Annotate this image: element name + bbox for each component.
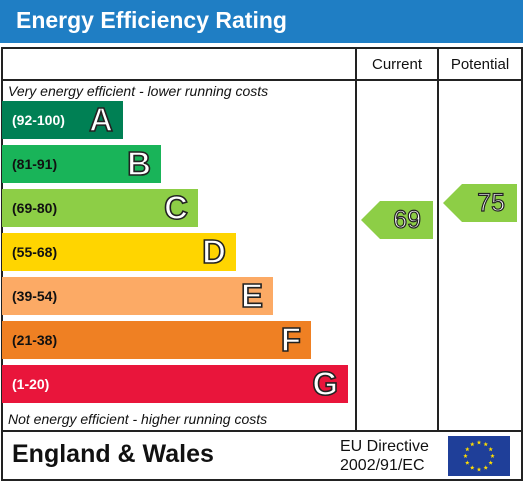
rating-band-d: (55-68) D (2, 233, 236, 271)
potential-rating-arrow: 75 (443, 184, 517, 222)
band-range-label: (1-20) (12, 376, 50, 392)
potential-rating-arrow-polygon (443, 184, 517, 222)
flag-star-icon (476, 440, 482, 445)
title-bar: Energy Efficiency Rating (0, 0, 523, 43)
band-range-label: (81-91) (12, 156, 58, 172)
current-rating-arrow-shape (361, 201, 433, 239)
flag-star-icon (463, 453, 468, 458)
flag-star-icon (469, 465, 475, 470)
potential-rating-arrow-shape (443, 184, 517, 222)
eu-flag-icon (448, 436, 510, 476)
eu-flag-svg (463, 440, 495, 472)
header-row-divider (1, 79, 521, 81)
flag-star-icon (488, 446, 493, 452)
band-range-label: (92-100) (12, 112, 65, 128)
note-bottom: Not energy efficient - higher running co… (8, 411, 268, 427)
band-letter: G (312, 365, 339, 403)
current-rating-arrow-value: 69 (393, 205, 422, 234)
potential-rating-arrow-value: 75 (477, 188, 506, 217)
eu-directive-line1: EU Directive (340, 438, 429, 455)
column-header-current: Current (371, 56, 423, 73)
rating-band-a: (92-100) A (2, 101, 123, 139)
current-rating-arrow-polygon (361, 201, 433, 239)
chart-title: Energy Efficiency Rating (16, 7, 287, 33)
eu-directive-line2: 2002/91/EC (340, 457, 425, 474)
column-header-potential: Potential (450, 56, 510, 73)
band-range-label: (55-68) (12, 244, 58, 260)
flag-star-icon (476, 467, 482, 472)
divider-potential-left (437, 47, 439, 432)
rating-band-c: (69-80) C (2, 189, 198, 227)
flag-star-icon (488, 460, 493, 465)
region-label: England & Wales (12, 440, 214, 468)
band-range-label: (21-38) (12, 332, 58, 348)
flag-star-icon (483, 441, 489, 447)
flag-star-icon (465, 446, 470, 452)
flag-star-icon (483, 465, 489, 470)
rating-band-f: (21-38) F (2, 321, 311, 359)
flag-star-icon (469, 441, 475, 447)
current-rating-arrow: 69 (361, 201, 433, 239)
note-top: Very energy efficient - lower running co… (8, 83, 269, 99)
band-range-label: (69-80) (12, 200, 58, 216)
band-range-label: (39-54) (12, 288, 58, 304)
band-letter: C (163, 189, 188, 227)
rating-band-g: (1-20) G (2, 365, 348, 403)
rating-band-e: (39-54) E (2, 277, 273, 315)
band-letter: D (201, 233, 226, 271)
rating-band-b: (81-91) B (2, 145, 161, 183)
band-letter: F (280, 321, 302, 359)
band-letter: A (88, 101, 113, 139)
flag-star-icon (490, 453, 495, 458)
band-letter: E (240, 277, 264, 315)
band-letter: B (126, 145, 151, 183)
flag-star-icon (465, 460, 470, 465)
footer-divider (1, 430, 521, 432)
divider-current-left (355, 47, 357, 432)
